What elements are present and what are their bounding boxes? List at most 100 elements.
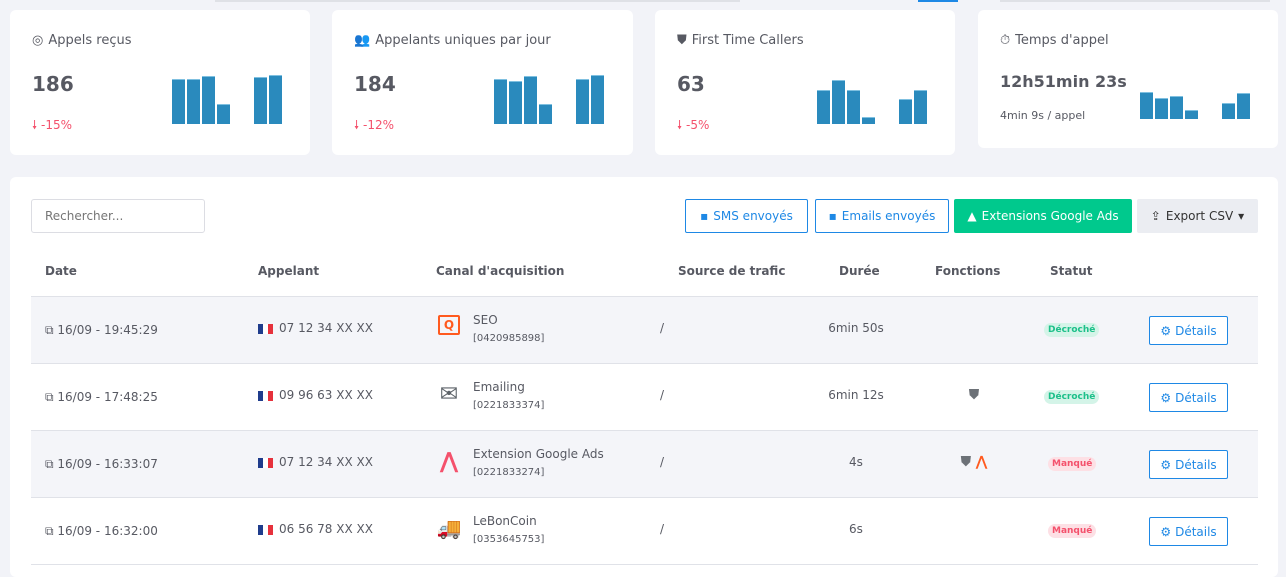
google-ads-icon: ▲ (967, 209, 977, 223)
arrow-down-icon: 🠗 (354, 118, 360, 132)
channel-icon-wrap: ⋀ (436, 449, 462, 474)
spark-bar (217, 104, 230, 124)
arrow-down-icon: 🠗 (32, 118, 38, 132)
col-date: Date (45, 264, 77, 278)
caller-cell: 07 12 34 XX XX (258, 455, 373, 469)
seo-search-icon: Q (438, 315, 460, 335)
card-value: 12h51min 23s (1000, 72, 1127, 91)
channel-icon-wrap: ✉ (436, 382, 462, 407)
channel-icon-wrap: 🚚 (436, 516, 462, 540)
card-title: Temps d'appel (1015, 33, 1109, 48)
table-row: ⧉ 16/09 - 16:33:07 07 12 34 XX XX ⋀ Exte… (31, 431, 1258, 498)
spark-bar (269, 75, 282, 124)
stat-card-unique-callers: 👥 Appelants uniques par jour 184 🠗 -12% (332, 10, 633, 155)
col-status: Statut (1050, 264, 1093, 278)
spark-bar (832, 80, 845, 124)
date-cell: ⧉ 16/09 - 19:45:29 (45, 323, 158, 337)
sparkline (172, 70, 282, 124)
date-cell: ⧉ 16/09 - 17:48:25 (45, 390, 158, 404)
card-value: 63 (677, 72, 705, 96)
spark-bar (172, 79, 185, 124)
card-title: Appels reçus (48, 33, 132, 48)
spark-bar (254, 77, 267, 124)
sms-sent-button[interactable]: ▪ SMS envoyés (685, 199, 808, 233)
google-ads-extensions-button[interactable]: ▲ Extensions Google Ads (954, 199, 1132, 233)
status-badge: Décroché (1044, 323, 1100, 337)
duration-cell: 6s (849, 522, 863, 536)
france-flag-icon (258, 524, 273, 535)
calls-panel: ▪SMS envoyés ▪Emails envoyés ▲Extensions… (10, 177, 1278, 577)
channel-number: [0353645753] (473, 534, 545, 545)
spark-bar (817, 90, 830, 124)
gear-icon: ⚙ (1160, 323, 1172, 338)
col-caller: Appelant (258, 264, 320, 278)
spark-bar (1222, 103, 1235, 119)
card-value: 184 (354, 72, 396, 96)
details-button[interactable]: ⚙ Détails (1149, 450, 1228, 479)
stat-card-calls: ◎ Appels reçus 186 🠗 -15% (10, 10, 310, 155)
card-value: 186 (32, 72, 74, 96)
caller-cell: 07 12 34 XX XX (258, 321, 373, 335)
duration-cell: 4s (849, 455, 863, 469)
spark-bar (899, 99, 912, 124)
duration-cell: 6min 50s (828, 321, 884, 335)
card-title: Appelants uniques par jour (375, 33, 551, 48)
spark-bar (524, 76, 537, 124)
source-cell: / (660, 522, 665, 536)
date-cell: ⧉ 16/09 - 16:32:00 (45, 524, 158, 538)
details-button[interactable]: ⚙ Détails (1149, 383, 1228, 412)
channel-number: [0221833374] (473, 400, 545, 411)
gear-icon: ⚙ (1160, 390, 1172, 405)
spark-bar (187, 79, 200, 124)
card-title: First Time Callers (691, 33, 804, 48)
spark-bar (1155, 98, 1168, 119)
card-trend: 🠗 -5% (677, 118, 710, 132)
spark-bar (202, 76, 215, 124)
caller-cell: 06 56 78 XX XX (258, 522, 373, 536)
channel-name: Emailing (473, 380, 525, 394)
caller-cell: 09 96 63 XX XX (258, 388, 373, 402)
sparkline (817, 70, 927, 124)
france-flag-icon (258, 323, 273, 334)
channel-number: [0420985898] (473, 333, 545, 344)
table-row: ⧉ 16/09 - 16:32:00 06 56 78 XX XX 🚚 LeBo… (31, 498, 1258, 565)
spark-bar (1237, 93, 1250, 119)
spark-bar (494, 79, 507, 124)
export-csv-button[interactable]: ⇪ Export CSV ▾ (1137, 199, 1258, 233)
source-cell: / (660, 455, 665, 469)
channel-icon-wrap: Q (436, 315, 462, 335)
channel-name: SEO (473, 313, 498, 327)
france-flag-icon (258, 390, 273, 401)
france-flag-icon (258, 457, 273, 468)
spark-bar (591, 75, 604, 124)
duration-cell: 6min 12s (828, 388, 884, 402)
spark-bar (539, 104, 552, 124)
table-row: ⧉ 16/09 - 17:48:25 09 96 63 XX XX ✉ Emai… (31, 364, 1258, 431)
truck-icon: 🚚 (436, 516, 462, 540)
details-button[interactable]: ⚙ Détails (1149, 517, 1228, 546)
table-row: ⧉ 16/09 - 19:45:29 07 12 34 XX XX Q SEO … (31, 297, 1258, 364)
emails-sent-button[interactable]: ▪ Emails envoyés (815, 199, 949, 233)
user-shield-icon: ⛊ (968, 387, 980, 403)
arrow-down-icon: 🠗 (677, 118, 683, 132)
user-shield-icon: ⛊ (960, 454, 972, 470)
search-input[interactable] (31, 199, 205, 233)
status-badge: Manqué (1048, 457, 1097, 471)
col-source: Source de trafic (678, 264, 786, 278)
google-ads-icon: ⋀ (439, 449, 459, 474)
card-subvalue: 4min 9s / appel (1000, 109, 1086, 122)
channel-name: LeBonCoin (473, 514, 537, 528)
spark-bar (1140, 92, 1153, 119)
google-ads-icon: ⋀ (975, 454, 988, 470)
antenna-icon: ◎ (32, 33, 44, 48)
source-cell: / (660, 388, 665, 402)
user-shield-icon: ⛊ (677, 33, 687, 48)
stat-card-call-time: ⏱ Temps d'appel 12h51min 23s 4min 9s / ap… (978, 10, 1278, 148)
card-trend: 🠗 -12% (354, 118, 394, 132)
gear-icon: ⚙ (1160, 457, 1172, 472)
details-button[interactable]: ⚙ Détails (1149, 316, 1228, 345)
sparkline (494, 70, 604, 124)
channel-name: Extension Google Ads (473, 447, 604, 461)
copy-icon: ⧉ (45, 323, 54, 337)
spark-bar (862, 117, 875, 124)
